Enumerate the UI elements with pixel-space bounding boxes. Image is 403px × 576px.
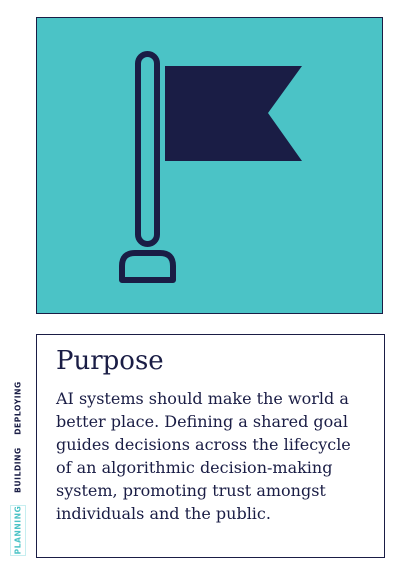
active-tab-marker (10, 505, 26, 556)
lifecycle-tabs: DEPLOYING BUILDING PLANNING (0, 0, 36, 576)
flag-icon (119, 51, 302, 283)
illustration-panel (36, 17, 383, 314)
card-description: AI systems should make the world a bette… (56, 389, 351, 523)
tab-planning[interactable]: PLANNING (13, 505, 23, 555)
tab-deploying[interactable]: DEPLOYING (13, 381, 23, 435)
principle-card: Purpose AI systems should make the world… (36, 334, 385, 558)
card-title: Purpose (56, 346, 164, 376)
tab-building[interactable]: BUILDING (13, 447, 23, 493)
